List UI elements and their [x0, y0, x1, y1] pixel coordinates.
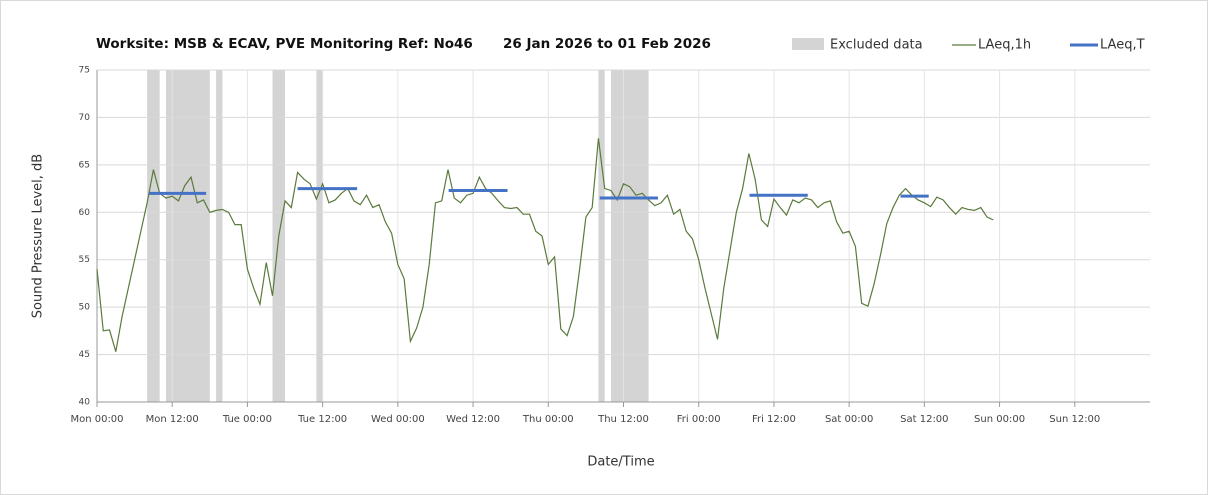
title-dates: 26 Jan 2026 to 01 Feb 2026 — [503, 36, 711, 52]
title-ref: Monitoring Ref: No46 — [310, 36, 473, 52]
y-tick-label: 65 — [79, 160, 90, 170]
y-tick-label: 45 — [79, 350, 90, 360]
x-tick-label: Fri 12:00 — [752, 414, 796, 425]
y-tick-label: 70 — [79, 113, 91, 123]
x-axis-label: Date/Time — [587, 455, 654, 470]
y-tick-label: 55 — [79, 255, 90, 265]
legend-swatch — [792, 38, 824, 50]
x-tick-label: Wed 12:00 — [446, 414, 500, 425]
x-tick-label: Mon 12:00 — [146, 414, 199, 425]
y-tick-label: 40 — [79, 398, 91, 408]
y-tick-label: 75 — [79, 66, 90, 76]
title-worksite: Worksite: MSB & ECAV, PVE — [96, 36, 305, 52]
x-tick-label: Tue 00:00 — [222, 414, 272, 425]
y-tick-label: 60 — [79, 208, 91, 218]
y-tick-label: 50 — [79, 303, 91, 313]
x-tick-label: Sun 00:00 — [974, 414, 1025, 425]
excluded-band — [316, 70, 323, 402]
excluded-band — [165, 70, 210, 402]
x-tick-label: Sat 12:00 — [900, 414, 948, 425]
legend-label: Excluded data — [830, 38, 923, 53]
x-tick-label: Mon 00:00 — [70, 414, 123, 425]
x-tick-label: Sun 12:00 — [1049, 414, 1100, 425]
excluded-band — [610, 70, 649, 402]
excluded-band — [216, 70, 223, 402]
y-axis-label: Sound Pressure Level, dB — [31, 154, 46, 318]
plot-area: 40 45 50 55 60 65 70 75 Mon 00:00 Mon 12:00 Tue 00… — [70, 66, 1150, 425]
excluded-band — [598, 70, 605, 402]
legend-label: LAeq,1h — [978, 38, 1031, 53]
x-tick-label: Tue 12:00 — [297, 414, 347, 425]
x-tick-label: Thu 12:00 — [597, 414, 649, 425]
excluded-band — [147, 70, 160, 402]
x-tick-label: Fri 00:00 — [677, 414, 721, 425]
laeq-1h-line — [96, 138, 994, 352]
x-tick-label: Thu 00:00 — [522, 414, 574, 425]
x-tick-label: Sat 00:00 — [825, 414, 873, 425]
x-tick-label: Wed 00:00 — [371, 414, 425, 425]
legend-label: LAeq,T — [1100, 38, 1145, 53]
